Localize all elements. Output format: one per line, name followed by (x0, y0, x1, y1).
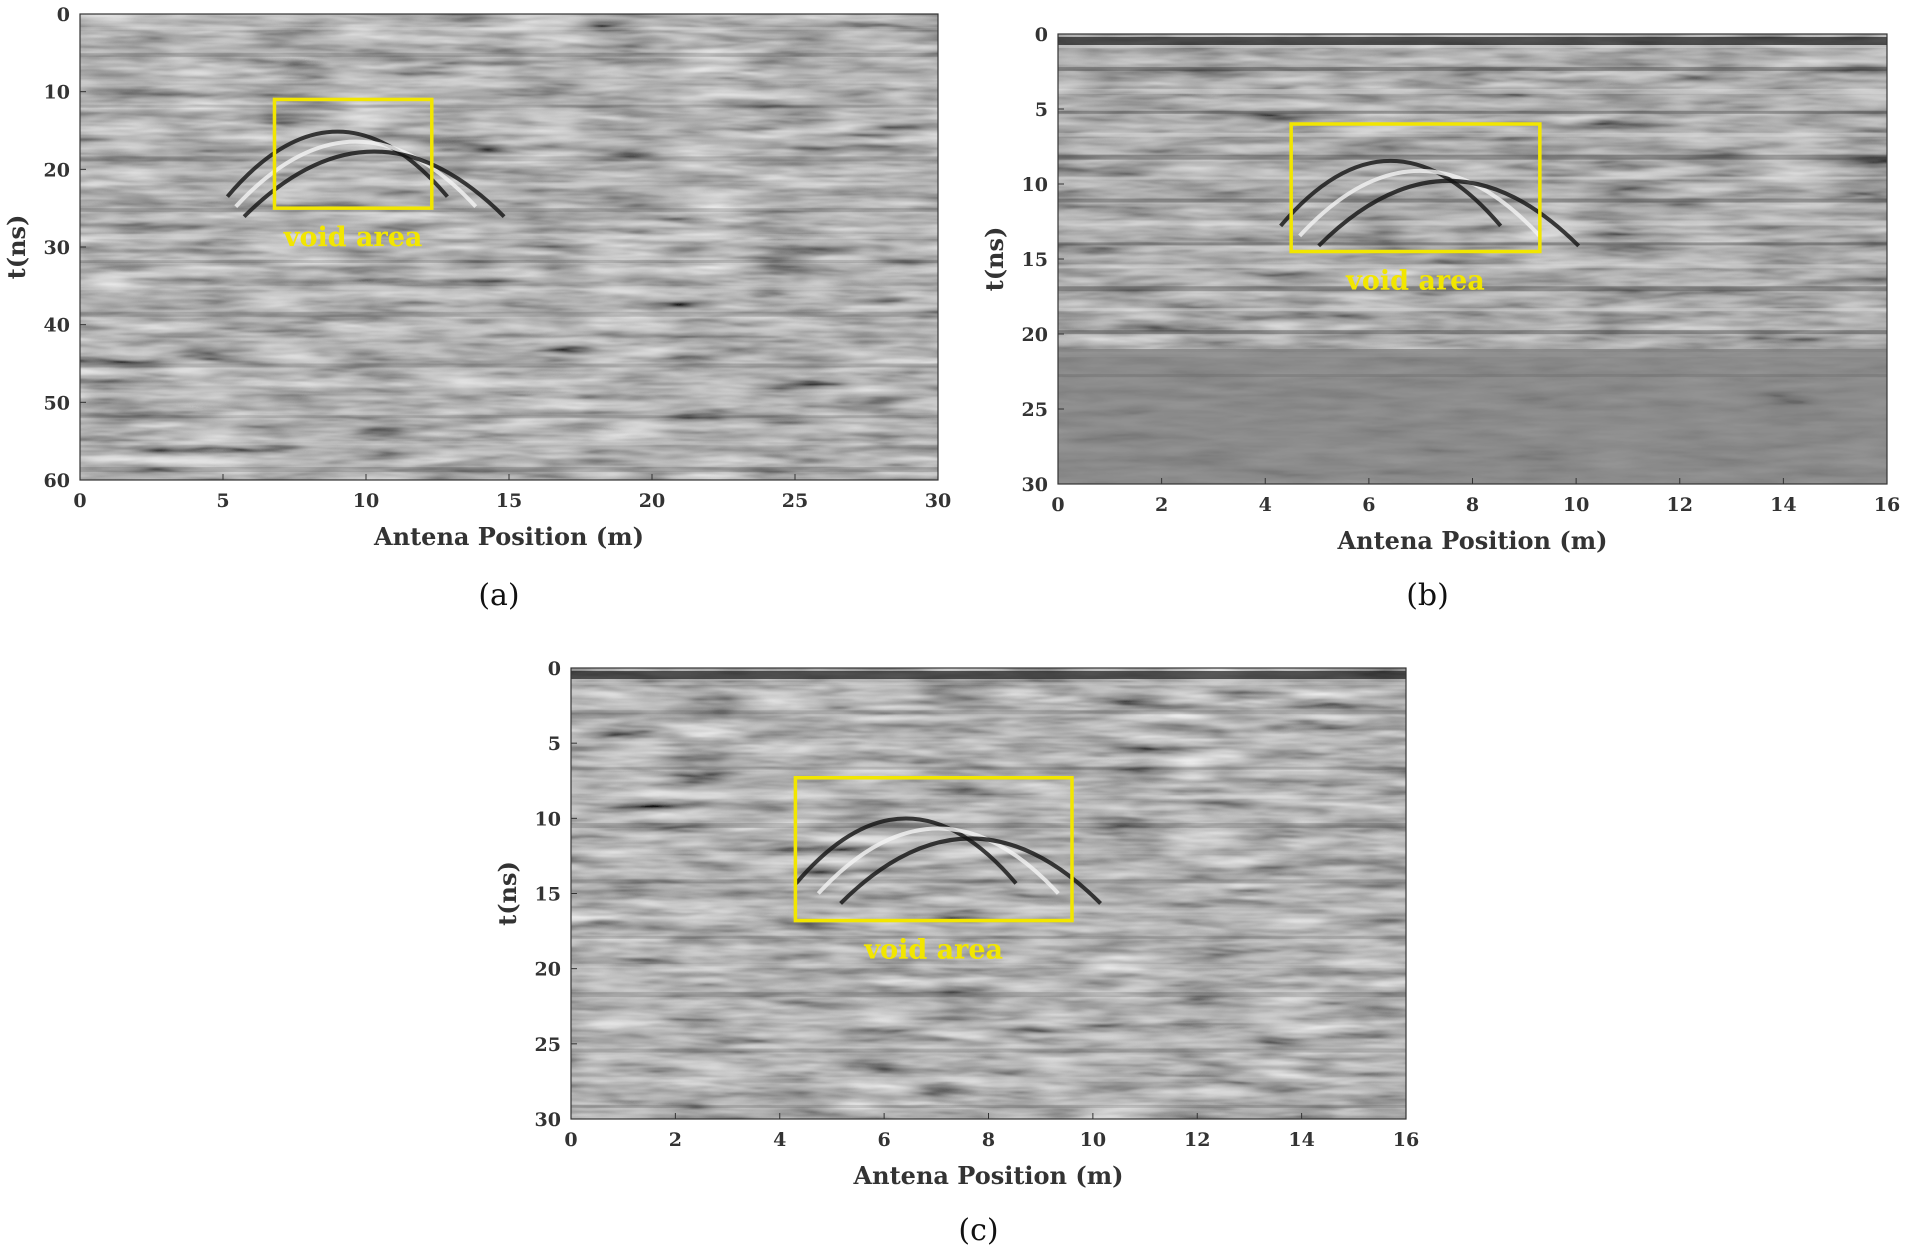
void-area-box (272, 97, 434, 210)
y-tick-label: 0 (1035, 24, 1048, 46)
void-area-label: void area (283, 222, 423, 253)
x-axis-label: Antena Position (m) (853, 1161, 1124, 1190)
radargram-image (1058, 34, 1887, 484)
x-tick-label: 6 (878, 1129, 891, 1151)
y-tick-label: 5 (1035, 99, 1048, 121)
x-tick-label: 0 (564, 1129, 577, 1151)
hyperbola-reflections (1279, 158, 1581, 248)
y-tick-label: 10 (1022, 174, 1048, 196)
y-tick-label: 15 (1022, 249, 1048, 271)
x-tick-label: 12 (1667, 494, 1693, 516)
y-tick-label: 60 (44, 470, 70, 492)
y-tick-label: 5 (548, 733, 561, 755)
y-tick-label: 10 (44, 82, 70, 104)
y-tick-label: 15 (535, 884, 561, 906)
y-tick-label: 0 (57, 4, 70, 26)
panel-label: (b) (1406, 578, 1449, 613)
void-area-box (793, 775, 1074, 923)
x-tick-label: 12 (1184, 1129, 1210, 1151)
x-tick-label: 10 (1563, 494, 1589, 516)
hyperbola-reflections (225, 129, 506, 219)
hyperbola-reflections (794, 816, 1102, 905)
panel-b: 0 2 4 6 8 10 12 14 16 0 5 10 15 20 25 30 Antena Position… (980, 24, 1900, 613)
x-tick-label: 4 (773, 1129, 786, 1151)
y-axis-label: t(ns) (2, 215, 31, 280)
x-tick-label: 16 (1393, 1129, 1419, 1151)
y-tick-label: 25 (1022, 399, 1048, 421)
x-tick-label: 6 (1362, 494, 1375, 516)
x-axis-label: Antena Position (m) (373, 522, 644, 551)
x-tick-label: 0 (1051, 494, 1064, 516)
y-axis-label: t(ns) (980, 227, 1009, 292)
x-tick-label: 5 (216, 490, 229, 512)
y-tick-label: 20 (44, 159, 70, 181)
x-tick-label: 14 (1288, 1129, 1314, 1151)
x-tick-label: 2 (669, 1129, 682, 1151)
panel-a: 0 5 10 15 20 25 30 0 10 20 30 40 50 60 Antena Position… (2, 4, 951, 613)
x-tick-label: 10 (1080, 1129, 1106, 1151)
x-tick-label: 15 (496, 490, 522, 512)
y-tick-label: 40 (44, 315, 70, 337)
y-tick-label: 30 (535, 1109, 561, 1131)
y-tick-label: 10 (535, 808, 561, 830)
y-tick-label: 50 (44, 392, 70, 414)
void-area-label: void area (863, 935, 1003, 966)
x-axis-label: Antena Position (m) (1337, 526, 1608, 555)
reflector-bands (80, 26, 938, 473)
x-tick-label: 0 (73, 490, 86, 512)
y-tick-label: 30 (1022, 474, 1048, 496)
panel-label: (c) (958, 1213, 998, 1248)
x-tick-label: 8 (1466, 494, 1479, 516)
y-tick-label: 20 (1022, 324, 1048, 346)
void-area-box (1289, 122, 1542, 254)
x-tick-label: 10 (353, 490, 379, 512)
radargram-image (80, 14, 938, 480)
x-tick-label: 25 (782, 490, 808, 512)
void-area-label: void area (1345, 266, 1485, 297)
x-tick-label: 30 (925, 490, 951, 512)
y-axis-label: t(ns) (493, 861, 522, 926)
radargram-image (571, 668, 1406, 1119)
y-tick-label: 20 (535, 959, 561, 981)
panel-label: (a) (478, 578, 519, 613)
reflector-bands (571, 682, 1406, 1108)
x-tick-label: 2 (1155, 494, 1168, 516)
y-tick-label: 0 (548, 658, 561, 680)
y-tick-label: 25 (535, 1034, 561, 1056)
x-tick-label: 14 (1770, 494, 1796, 516)
x-tick-label: 20 (639, 490, 665, 512)
x-tick-label: 4 (1259, 494, 1272, 516)
x-tick-label: 8 (982, 1129, 995, 1151)
y-tick-label: 30 (44, 237, 70, 259)
x-tick-label: 16 (1874, 494, 1900, 516)
panel-c: 0 2 4 6 8 10 12 14 16 0 5 10 15 20 25 30 Antena Position… (493, 658, 1419, 1248)
